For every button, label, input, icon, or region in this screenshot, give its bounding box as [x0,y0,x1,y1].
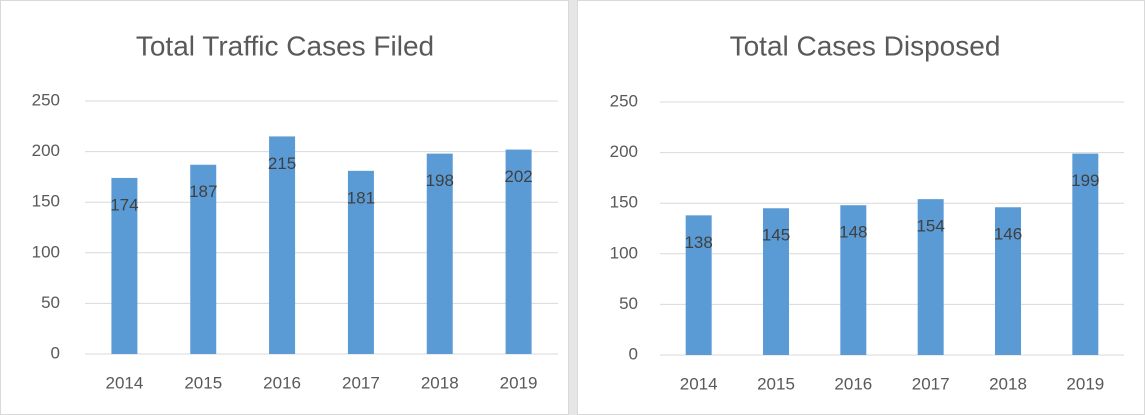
x-tick-label: 2018 [989,374,1027,393]
chart-title: Total Cases Disposed [730,30,1001,61]
y-tick-label: 150 [610,193,638,212]
x-tick-label: 2017 [912,374,950,393]
data-label: 138 [684,233,712,252]
data-label: 199 [1071,171,1099,190]
y-tick-label: 250 [32,90,60,109]
x-tick-label: 2018 [421,373,459,392]
bar [505,149,532,354]
data-label: 202 [504,167,532,186]
y-tick-label: 250 [610,91,638,110]
data-label: 145 [762,226,790,245]
y-tick-label: 200 [32,141,60,160]
bar [190,164,217,354]
y-tick-label: 0 [51,343,60,362]
data-label: 198 [426,171,454,190]
y-tick-label: 0 [629,344,638,363]
data-label: 154 [916,217,944,236]
x-tick-label: 2015 [184,373,222,392]
x-tick-label: 2016 [263,373,301,392]
bar [111,177,138,354]
data-label: 174 [110,195,138,214]
x-tick-label: 2017 [342,373,380,392]
bar [426,153,453,354]
y-tick-label: 50 [619,294,638,313]
divider [569,0,577,415]
data-label: 146 [994,225,1022,244]
y-tick-label: 50 [41,293,60,312]
x-tick-label: 2019 [500,373,538,392]
bar [347,170,374,354]
bar [269,136,296,354]
y-tick-label: 200 [610,142,638,161]
y-tick-label: 100 [32,242,60,261]
bar [685,215,712,355]
y-tick-label: 150 [32,192,60,211]
x-tick-label: 2016 [834,374,872,393]
bar [763,208,789,355]
data-label: 181 [347,188,375,207]
x-tick-label: 2015 [757,374,795,393]
data-label: 148 [839,223,867,242]
data-label: 215 [268,154,296,173]
x-tick-label: 2014 [106,373,144,392]
chart-title: Total Traffic Cases Filed [136,30,434,61]
x-tick-label: 2019 [1066,374,1104,393]
x-tick-label: 2014 [680,374,718,393]
bar [1072,153,1099,355]
bar [995,207,1021,355]
bar [917,199,944,355]
y-tick-label: 100 [610,243,638,262]
data-label: 187 [189,182,217,201]
bar [840,205,867,355]
